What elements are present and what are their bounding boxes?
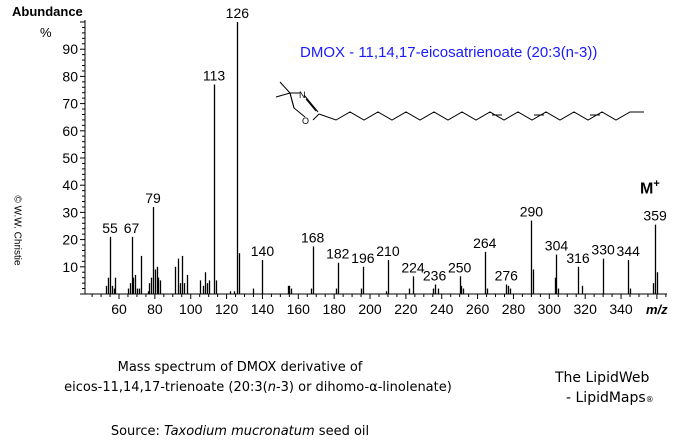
y-axis-unit: % [40,25,52,40]
x-tick-label: 60 [111,301,127,317]
caption-line-1: Mass spectrum of DMOX derivative of [117,360,363,375]
peak-label: 330 [591,242,615,258]
peak-label: 344 [617,243,641,259]
peak-label: 304 [545,238,569,254]
source-line: Source: Taxodium mucronatum seed oil [80,424,400,439]
peak-label: 316 [566,250,590,266]
peak-label: 250 [448,259,472,275]
y-tick-label: 20 [62,232,78,248]
source-rest: seed oil [314,424,370,439]
y-axis-title: Abundance [12,4,83,19]
y-tick-label: 60 [62,123,78,139]
caption-line-2: eicos-11,14,17-trienoate (20:3(n-3) or d… [48,380,468,395]
y-tick-label: 90 [62,41,78,57]
x-tick-label: 300 [538,301,562,317]
dmox-structure [275,81,644,121]
peak-label: 276 [495,267,519,283]
y-tick-label: 40 [62,177,78,193]
peak-label: 196 [351,250,375,266]
peak-label: 67 [124,220,140,236]
y-tick-label: 80 [62,68,78,84]
x-tick-label: 180 [322,301,346,317]
x-tick-label: 240 [430,301,454,317]
x-tick-label: 140 [251,301,275,317]
peak-label: 113 [203,68,226,84]
caption-part: eicos-11,14,17-trienoate (20:3( [64,380,268,395]
peak-label: 168 [301,229,325,245]
peak-label: 236 [423,267,447,283]
x-tick-label: 120 [215,301,239,317]
nitrogen-atom: N [299,90,306,100]
oxygen-atom: O [302,116,309,126]
x-tick-label: 260 [466,301,490,317]
caption-part: -3) or dihomo-α-linolenate) [275,380,452,395]
peak-label: 55 [102,220,118,236]
y-tick-label: 70 [62,96,78,112]
source-species: Taxodium mucronatum [164,424,315,439]
m-sup: + [653,178,660,190]
m-label: M [640,180,654,198]
brand-text: - LipidMaps [566,390,646,406]
spectrum-bars [105,22,659,294]
brand-line-1: The LipidWeb [555,370,650,386]
peak-label: 290 [520,204,544,220]
x-tick-label: 160 [287,301,311,317]
x-tick-label: 100 [179,301,203,317]
x-tick-label: 280 [502,301,526,317]
peak-label: 182 [326,246,350,262]
peak-label: 224 [401,259,425,275]
x-tick-label: 200 [358,301,382,317]
y-tick-label: 10 [62,259,78,275]
x-tick-label: 340 [609,301,633,317]
peak-label: 359 [643,208,667,224]
x-tick-label: 80 [147,301,163,317]
peak-label: 79 [145,190,161,206]
source-label: Source: [110,424,165,439]
peak-label: 126 [226,5,250,21]
peak-label: 210 [376,243,400,259]
caption-italic-n: n [267,380,276,395]
axes: 10 20 30 40 50 60 70 80 90 60 80 100 120 140 160 180 200… [62,20,667,317]
x-tick-label: 220 [394,301,418,317]
molecular-ion-label: M+ [640,178,660,198]
x-axis-title: m/z [646,302,668,317]
peak-label: 140 [251,243,275,259]
brand-line-2: - LipidMaps® [566,390,654,406]
chart-title: DMOX - 11,14,17-eicosatrienoate (20:3(n-… [300,44,598,61]
y-tick-label: 30 [62,204,78,220]
x-tick-label: 320 [574,301,598,317]
peak-label: 264 [473,235,497,251]
y-tick-label: 50 [62,150,78,166]
registered-mark: ® [645,395,654,404]
